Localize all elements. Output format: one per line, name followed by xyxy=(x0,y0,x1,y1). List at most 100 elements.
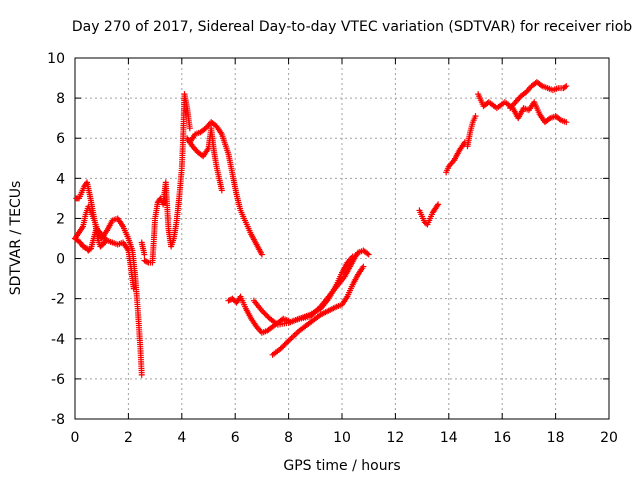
data-point xyxy=(127,249,130,252)
data-point xyxy=(186,137,188,140)
data-point xyxy=(287,339,290,342)
data-point xyxy=(541,85,544,87)
data-point xyxy=(191,145,194,148)
data-point xyxy=(143,253,146,256)
data-point xyxy=(111,219,114,222)
data-point xyxy=(78,197,80,200)
data-point xyxy=(245,221,247,224)
data-point xyxy=(84,213,87,216)
y-tick-label: 6 xyxy=(56,131,65,147)
series-arc15 xyxy=(475,91,570,126)
data-point xyxy=(552,89,554,91)
data-point xyxy=(341,303,343,306)
data-point xyxy=(448,165,450,168)
x-tick-label: 2 xyxy=(124,430,133,446)
data-point xyxy=(221,189,223,192)
x-tick-label: 20 xyxy=(600,430,618,446)
data-point xyxy=(86,247,88,250)
data-point xyxy=(253,299,255,302)
data-point xyxy=(199,131,202,134)
x-axis-ticks: 0 2 4 6 8 10 12 14 16 18 20 xyxy=(71,58,618,446)
data-point xyxy=(458,149,461,152)
data-point xyxy=(434,207,437,210)
y-tick-label: -2 xyxy=(51,292,65,308)
data-point xyxy=(235,193,238,196)
data-point xyxy=(528,109,530,111)
data-point xyxy=(351,283,354,286)
data-point xyxy=(88,193,91,196)
data-point xyxy=(319,313,322,316)
data-point xyxy=(231,173,234,176)
data-point xyxy=(86,181,88,184)
y-tick-label: 8 xyxy=(56,91,65,107)
data-point xyxy=(474,115,477,117)
data-point xyxy=(282,317,285,320)
data-point xyxy=(82,225,84,228)
data-point xyxy=(423,221,426,224)
series-arc12 xyxy=(416,201,442,228)
chart-title: Day 270 of 2017, Sidereal Day-to-day VTE… xyxy=(72,19,632,35)
data-point xyxy=(367,253,370,256)
data-point xyxy=(134,273,136,276)
data-point xyxy=(469,131,471,134)
data-point xyxy=(92,237,95,240)
data-point xyxy=(102,243,104,246)
series-markers xyxy=(464,113,479,150)
data-point xyxy=(269,317,271,320)
data-point xyxy=(343,275,346,278)
data-point xyxy=(538,113,541,115)
data-point xyxy=(164,181,167,184)
data-point xyxy=(287,321,290,324)
data-point xyxy=(554,115,557,117)
data-point xyxy=(80,191,83,194)
data-point xyxy=(210,121,212,123)
data-point xyxy=(131,249,134,252)
x-tick-label: 6 xyxy=(231,430,240,446)
data-point xyxy=(104,239,107,242)
x-tick-label: 8 xyxy=(284,430,293,446)
data-point xyxy=(227,299,230,302)
data-point xyxy=(239,295,242,298)
data-point xyxy=(75,197,78,200)
y-axis-label: SDTVAR / TECUs xyxy=(8,181,24,296)
y-tick-label: -6 xyxy=(51,372,65,388)
data-point xyxy=(453,159,455,162)
data-point xyxy=(514,101,517,103)
data-point xyxy=(202,155,204,158)
data-point xyxy=(431,211,434,214)
data-point xyxy=(426,223,429,226)
data-point xyxy=(429,217,431,220)
series-markers xyxy=(184,125,225,194)
data-point xyxy=(189,127,191,129)
data-point xyxy=(100,237,103,240)
y-tick-label: 0 xyxy=(56,252,65,268)
series-arc10 xyxy=(269,263,367,358)
data-point xyxy=(79,241,82,244)
data-point xyxy=(271,354,274,356)
data-point xyxy=(351,255,354,258)
data-point xyxy=(362,249,365,252)
data-point xyxy=(517,117,520,119)
data-point xyxy=(99,245,102,248)
data-point xyxy=(335,305,338,308)
y-tick-label: 2 xyxy=(56,211,65,227)
data-point xyxy=(207,147,210,150)
data-point xyxy=(327,297,330,300)
data-point xyxy=(309,313,311,316)
data-point xyxy=(327,309,330,312)
series-markers xyxy=(138,239,148,258)
x-tick-label: 0 xyxy=(71,430,80,446)
data-point xyxy=(271,325,274,328)
data-point xyxy=(509,107,512,109)
y-tick-label: 4 xyxy=(56,171,65,187)
data-point xyxy=(277,323,279,326)
series-arc14 xyxy=(464,113,479,150)
x-tick-label: 12 xyxy=(386,430,404,446)
data-point xyxy=(194,133,196,136)
data-point xyxy=(197,151,199,154)
data-point xyxy=(536,81,538,83)
data-point xyxy=(215,125,218,127)
data-point xyxy=(78,231,80,234)
data-point xyxy=(218,177,220,180)
